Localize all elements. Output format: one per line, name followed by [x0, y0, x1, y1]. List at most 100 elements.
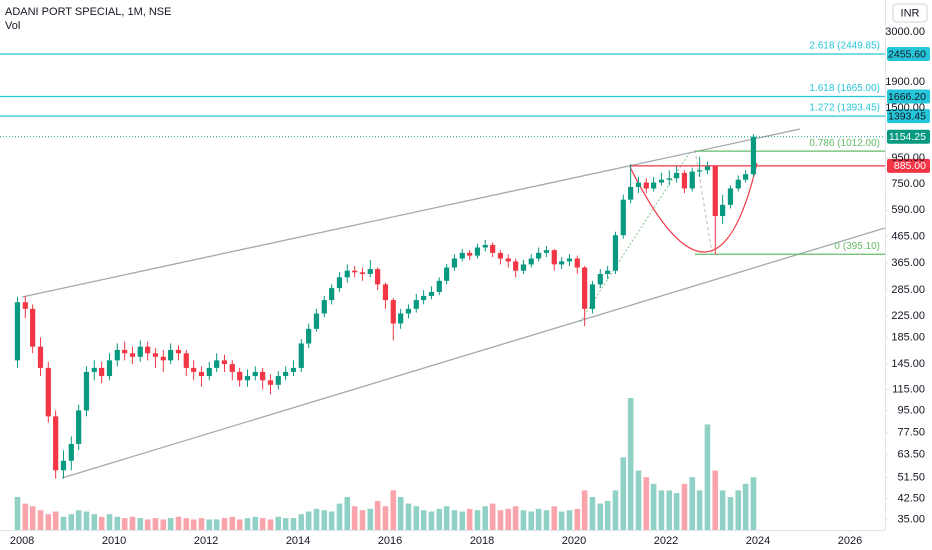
candle-body: [306, 328, 312, 344]
volume-bar: [282, 518, 289, 530]
candle-body: [536, 252, 542, 259]
volume-bar: [413, 506, 420, 530]
candle-body: [290, 367, 297, 372]
candle-body: [612, 235, 619, 271]
candle-body: [520, 264, 527, 271]
volume-label: Vol: [5, 20, 20, 32]
candle-body: [237, 371, 243, 381]
candle-body: [283, 371, 289, 377]
volume-bar: [298, 514, 305, 530]
volume-bar: [213, 519, 220, 530]
candle-body: [674, 172, 680, 179]
candle-body: [198, 371, 205, 377]
x-tick-label: 2022: [654, 535, 678, 547]
volume-bar: [535, 508, 542, 530]
candle-body: [145, 346, 151, 354]
x-tick-label: 2014: [286, 535, 310, 547]
y-tick-label: 63.50: [897, 448, 925, 460]
candle-body: [45, 367, 51, 417]
candle-body: [68, 443, 74, 461]
candle-body: [375, 269, 381, 285]
volume-bar: [68, 514, 75, 530]
volume-bar: [712, 470, 719, 530]
volume-bar: [190, 519, 197, 530]
price-tag-label: 885.00: [894, 160, 926, 172]
candle-body: [206, 367, 212, 377]
volume-bar: [137, 518, 144, 530]
candle-body: [352, 270, 358, 273]
candle-body: [37, 346, 44, 368]
candle-body: [459, 252, 465, 259]
volume-bar: [451, 510, 458, 530]
volume-bar: [244, 518, 251, 530]
price-tag-label: 1666.20: [888, 91, 926, 103]
volume-bar: [420, 510, 427, 530]
volume-bar: [566, 510, 573, 530]
volume-bar: [321, 510, 328, 530]
y-tick-label: 3000.00: [885, 26, 925, 38]
candle-body: [106, 360, 113, 377]
volume-bar: [229, 516, 236, 530]
volume-bar: [14, 497, 21, 530]
price-tag-label: 1393.45: [888, 110, 926, 122]
candle-body: [229, 364, 235, 372]
volume-bar: [620, 457, 627, 530]
volume-bar: [558, 511, 565, 530]
volume-bar: [489, 503, 496, 530]
volume-bar: [397, 497, 404, 530]
cup-curve: [629, 162, 758, 253]
volume-bar: [98, 516, 105, 530]
candle-body: [467, 252, 473, 256]
volume-bar: [528, 511, 535, 530]
y-tick-label: 225.00: [891, 310, 925, 322]
level-note: 1.272 (1393.45): [809, 103, 880, 114]
volume-bar: [436, 508, 443, 530]
volume-bar: [474, 510, 481, 530]
volume-bar: [597, 503, 604, 530]
volume-bar: [121, 518, 128, 530]
y-tick-label: 1500.00: [885, 102, 925, 114]
candle-body: [129, 353, 136, 357]
volume-bar: [574, 508, 581, 530]
price-tag: [887, 158, 930, 173]
volume-bar: [689, 477, 696, 530]
volume-bar: [374, 500, 381, 530]
volume-bar: [627, 398, 634, 530]
volume-bar: [459, 511, 466, 530]
price-tag: [887, 89, 930, 104]
y-tick-label: 285.00: [891, 284, 925, 296]
price-tag: [887, 109, 930, 124]
volume-bar: [666, 490, 673, 530]
volume-bar: [359, 510, 366, 530]
candle-body: [750, 136, 757, 175]
volume-bar: [681, 483, 688, 530]
candle-body: [405, 308, 412, 314]
candle-body: [727, 188, 734, 205]
y-tick-label: 365.00: [891, 257, 925, 269]
volume-bar: [29, 506, 36, 530]
candle-body: [643, 182, 649, 189]
currency[interactable]: INR: [901, 7, 920, 19]
currency-box[interactable]: [892, 3, 928, 23]
volume-bar: [236, 519, 243, 530]
x-tick-label: 2018: [470, 535, 494, 547]
candle-body: [191, 367, 197, 372]
candle-body: [551, 250, 557, 265]
candle-body: [589, 284, 596, 309]
candle-body: [482, 244, 488, 248]
volume-bar: [382, 506, 389, 530]
candle-body: [175, 349, 182, 354]
volume-bar: [160, 519, 167, 530]
y-tick-label: 185.00: [891, 331, 925, 343]
volume-bar: [175, 516, 182, 530]
candle-body: [183, 353, 189, 368]
candle-body: [497, 252, 504, 259]
volume-bar: [696, 490, 703, 530]
candle-body: [267, 380, 274, 385]
volume-bar: [183, 518, 190, 530]
y-tick-label: 77.50: [897, 427, 925, 439]
candle-body: [444, 267, 450, 281]
candle-body: [697, 170, 703, 172]
last-price-label: 1154.25: [889, 131, 926, 143]
